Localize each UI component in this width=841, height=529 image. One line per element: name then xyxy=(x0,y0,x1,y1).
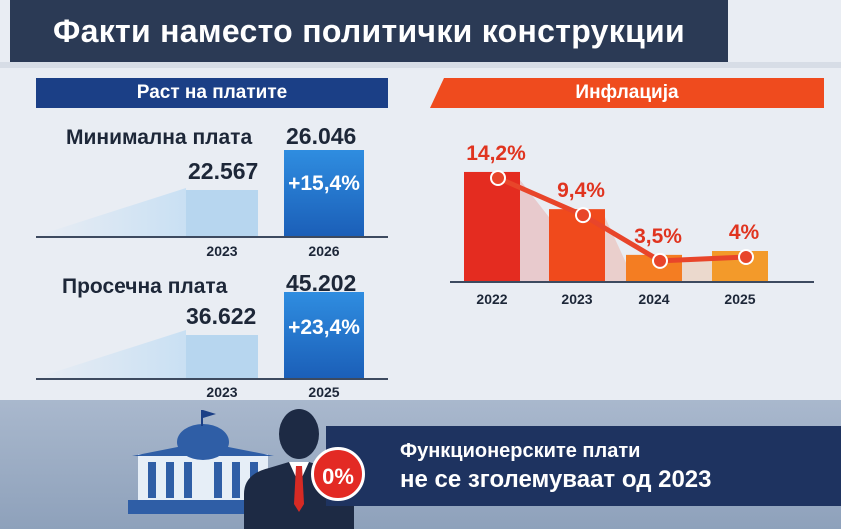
inflation-point-2024 xyxy=(652,252,668,269)
minimum-wage-2026-bar xyxy=(284,150,364,236)
average-wage-baseline xyxy=(36,378,388,380)
inflation-ribbon-2022 xyxy=(520,179,549,282)
average-wage-2025-value: 45.202 xyxy=(286,270,357,296)
inflation-label-2023: 9,4% xyxy=(557,179,605,202)
average-wage-trend-wedge xyxy=(36,330,186,378)
average-wage-2023-value: 36.622 xyxy=(186,303,257,329)
inflation-ribbon-2024 xyxy=(682,259,712,282)
wages-section-header: Раст на платите xyxy=(36,78,388,108)
minimum-wage-trend-wedge xyxy=(36,188,186,236)
note-banner xyxy=(326,426,841,506)
inflation-bar-2022 xyxy=(464,171,520,282)
minimum-wage-2026-value: 26.046 xyxy=(286,123,357,149)
inflation-section-header: Инфлација xyxy=(430,78,824,108)
inflation-year-2024: 2024 xyxy=(638,291,669,306)
inflation-point-2023 xyxy=(575,207,591,224)
note-line-1: Функционерските плати xyxy=(400,440,641,462)
inflation-label-2022: 14,2% xyxy=(466,142,526,165)
minimum-wage-baseline xyxy=(36,236,388,238)
minimum-wage-change: +15,4% xyxy=(288,172,360,195)
zero-percent-badge: 0% xyxy=(311,447,365,501)
page-title: Факти наместо политички конструкции xyxy=(53,13,685,49)
note-line-2: не се зголемуваат од 2023 xyxy=(400,466,712,493)
parliament-building-icon xyxy=(128,410,278,514)
inflation-ribbon-2023 xyxy=(605,217,626,282)
divider xyxy=(0,62,841,68)
inflation-year-2025: 2025 xyxy=(724,291,755,306)
minimum-wage-2023-bar xyxy=(186,190,258,236)
average-wage-year-2023: 2023 xyxy=(206,384,238,400)
inflation-label-2024: 3,5% xyxy=(634,225,682,248)
inflation-year-2023: 2023 xyxy=(561,291,592,306)
minimum-wage-label: Минимална плата xyxy=(66,126,253,149)
minimum-wage-year-2023: 2023 xyxy=(206,243,238,259)
inflation-trend-line xyxy=(496,175,747,264)
average-wage-2023-bar xyxy=(186,335,258,378)
average-wage-label: Просечна плата xyxy=(62,275,228,298)
minimum-wage-2023-value: 22.567 xyxy=(188,158,259,184)
inflation-chart: 14,2% 9,4% 3,5% 4% 2022 2023 2024 2025 xyxy=(450,142,814,306)
inflation-year-2022: 2022 xyxy=(476,291,507,306)
inflation-point-2025 xyxy=(738,249,754,265)
inflation-point-2022 xyxy=(490,169,506,186)
average-wage-year-2025: 2025 xyxy=(308,384,340,400)
title-banner: Факти наместо политички конструкции xyxy=(10,0,728,62)
inflation-label-2025: 4% xyxy=(729,221,760,244)
average-wage-change: +23,4% xyxy=(288,316,360,339)
average-wage-2025-bar xyxy=(284,292,364,378)
minimum-wage-year-2026: 2026 xyxy=(308,243,340,259)
